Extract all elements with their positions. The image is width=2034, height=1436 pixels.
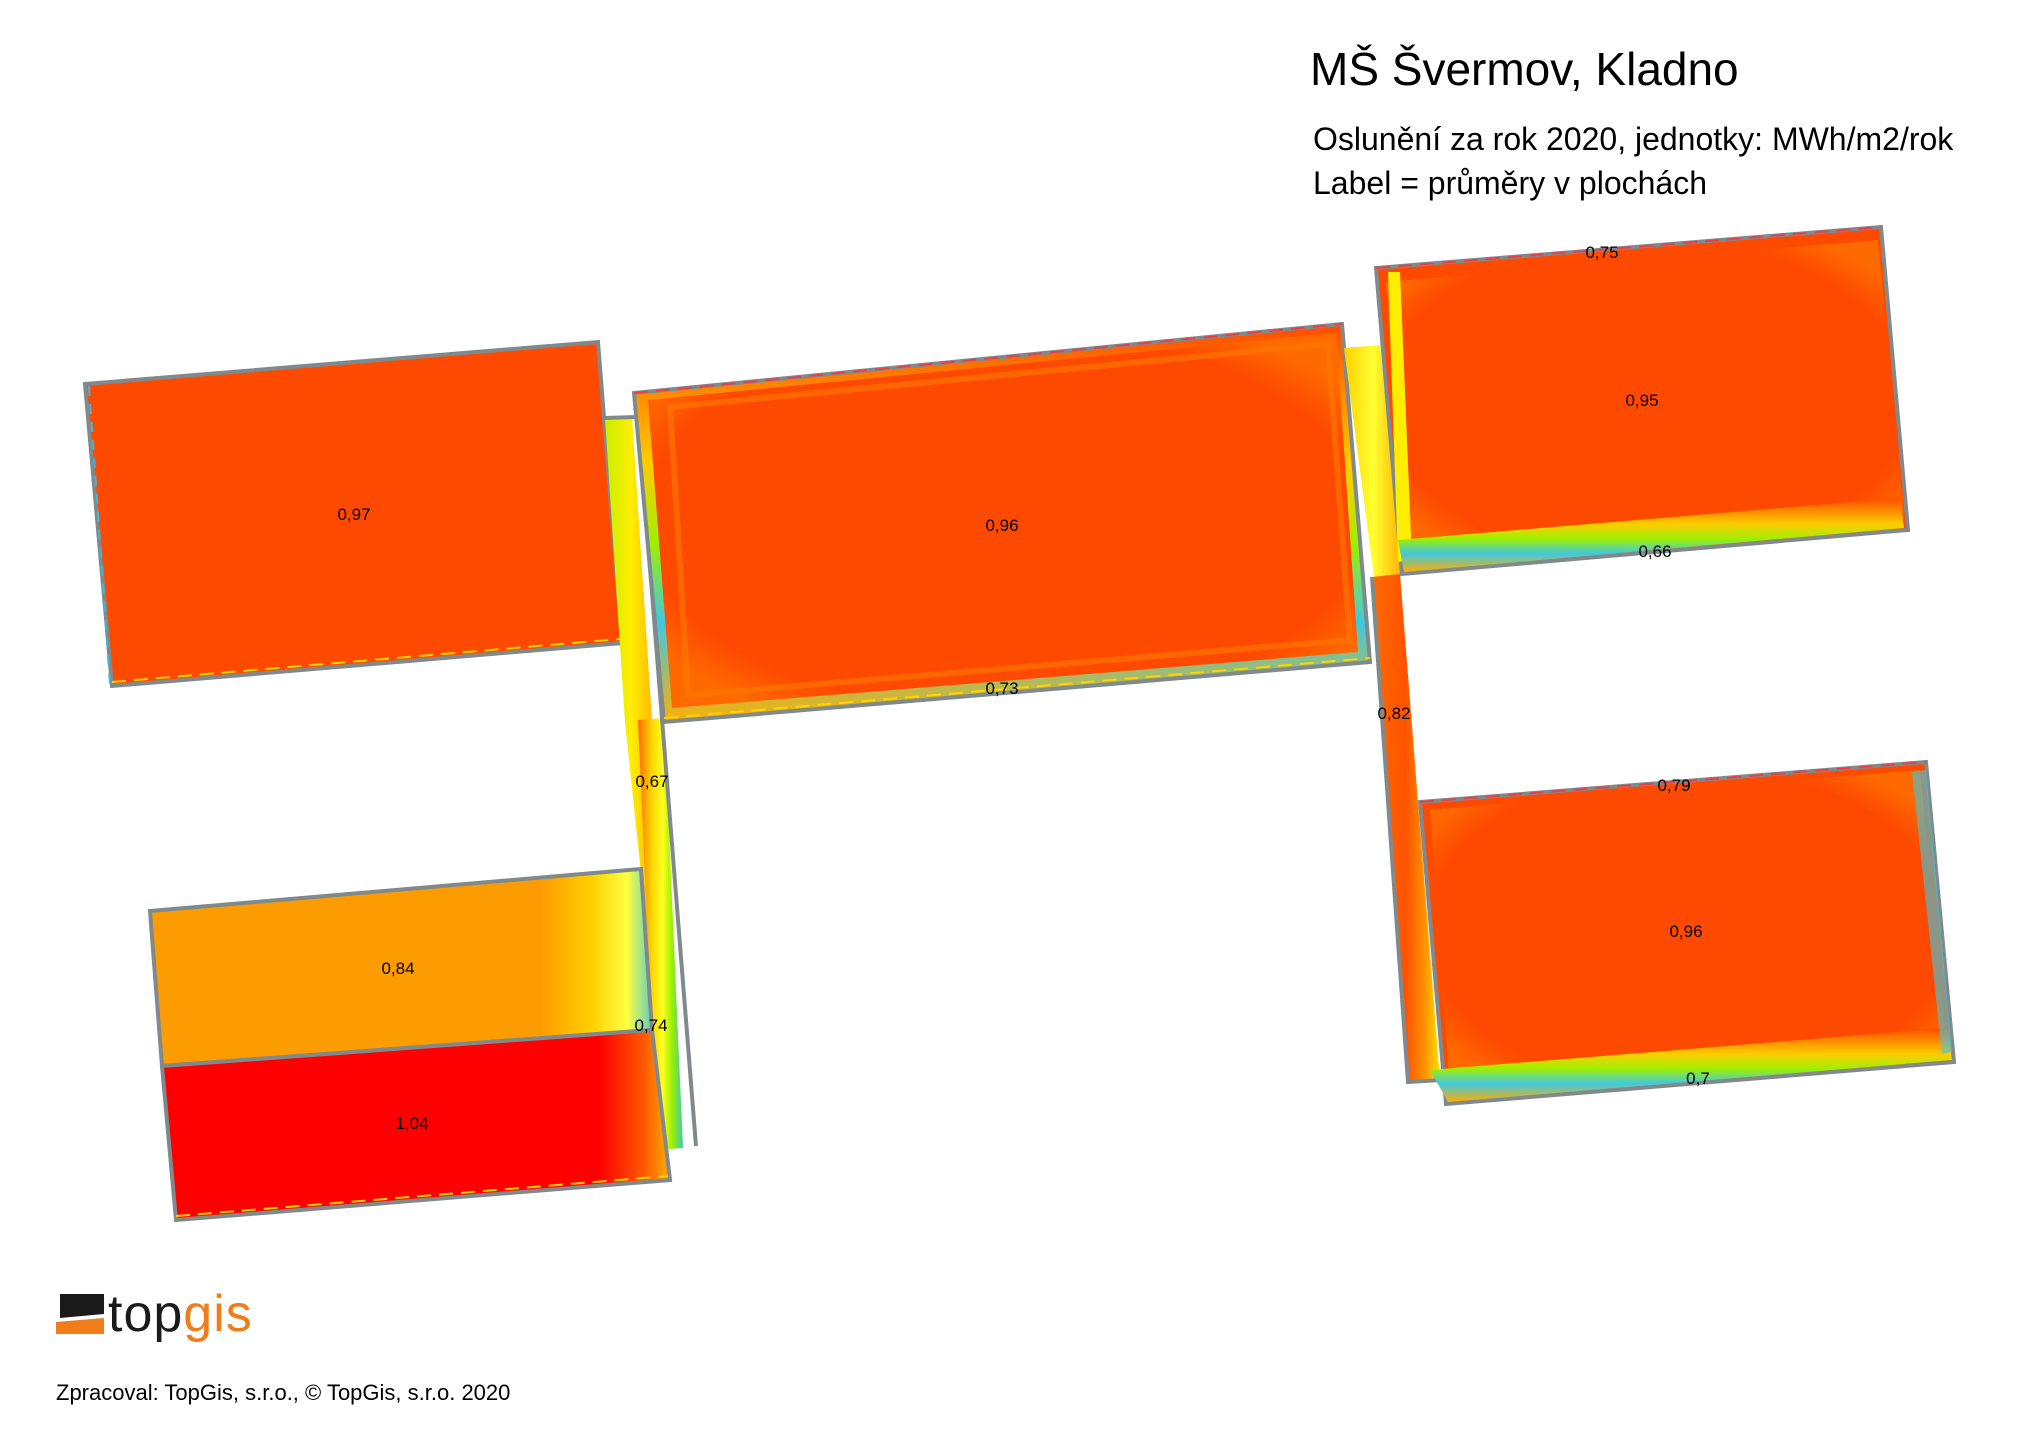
logo-wordmark: topgis xyxy=(108,1285,253,1343)
roof-label: 0,74 xyxy=(634,1016,667,1035)
roof-label: 0,79 xyxy=(1657,776,1690,795)
subtitle-label-note: Label = průměry v plochách xyxy=(1313,165,1707,201)
roof-corridor-north-east xyxy=(1344,345,1402,577)
roof-label: 0,96 xyxy=(1669,922,1702,941)
roof-southwest-south: 1,04 xyxy=(159,1027,673,1223)
roof-center-large: 0,96 0,73 xyxy=(631,321,1373,725)
roof-corridor-east: 0,82 xyxy=(1370,574,1443,1085)
roof-northeast: 0,75 0,95 0,66 xyxy=(1373,224,1911,577)
roof-label: 0,97 xyxy=(337,505,370,524)
roof-label: 0,84 xyxy=(381,959,414,978)
credit-footer: Zpracoval: TopGis, s.r.o., © TopGis, s.r… xyxy=(56,1380,511,1405)
topgis-logo: topgis xyxy=(56,1288,253,1340)
topgis-flag-logo-icon xyxy=(56,1294,104,1334)
roof-label: 0,73 xyxy=(985,679,1018,698)
roof-label: 0,67 xyxy=(635,772,668,791)
roof-label: 0,66 xyxy=(1638,542,1671,561)
roof-label: 0,7 xyxy=(1686,1069,1710,1088)
subtitle-units: Oslunění za rok 2020, jednotky: MWh/m2/r… xyxy=(1313,121,1954,157)
roof-label: 1,04 xyxy=(395,1114,428,1133)
roof-southeast: 0,79 0,96 0,7 xyxy=(1417,759,1957,1107)
roof-label: 0,96 xyxy=(985,516,1018,535)
roof-label: 0,95 xyxy=(1625,391,1658,410)
roof-west-large: 0,97 xyxy=(82,339,625,689)
roof-label: 0,82 xyxy=(1377,704,1410,723)
map-title: MŠ Švermov, Kladno xyxy=(1310,43,1739,95)
roof-label: 0,75 xyxy=(1585,243,1618,262)
map-subtitle: Oslunění za rok 2020, jednotky: MWh/m2/r… xyxy=(1313,117,1953,205)
